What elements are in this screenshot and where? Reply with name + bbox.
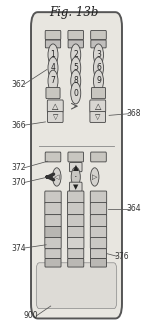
- Text: 364: 364: [127, 204, 141, 213]
- Text: △: △: [52, 102, 59, 111]
- Text: 6: 6: [96, 63, 101, 72]
- Circle shape: [90, 168, 99, 186]
- FancyBboxPatch shape: [68, 203, 84, 215]
- Text: ▽: ▽: [95, 114, 100, 120]
- Circle shape: [71, 82, 81, 104]
- Text: 362: 362: [12, 80, 26, 89]
- Text: 3: 3: [96, 50, 101, 59]
- FancyBboxPatch shape: [45, 249, 61, 259]
- Text: 376: 376: [115, 252, 129, 261]
- Circle shape: [93, 44, 103, 65]
- FancyBboxPatch shape: [90, 203, 107, 215]
- FancyBboxPatch shape: [90, 238, 107, 249]
- FancyBboxPatch shape: [47, 112, 63, 122]
- Text: ·: ·: [74, 172, 78, 182]
- FancyBboxPatch shape: [68, 226, 84, 238]
- FancyBboxPatch shape: [91, 40, 106, 48]
- FancyBboxPatch shape: [45, 238, 61, 249]
- FancyBboxPatch shape: [45, 40, 61, 48]
- Text: 4: 4: [50, 63, 55, 72]
- Text: ▷: ▷: [92, 174, 97, 180]
- FancyBboxPatch shape: [36, 263, 117, 309]
- Text: 9: 9: [96, 76, 101, 86]
- FancyBboxPatch shape: [45, 191, 61, 203]
- Circle shape: [71, 167, 80, 187]
- FancyBboxPatch shape: [68, 152, 84, 162]
- Circle shape: [93, 70, 103, 92]
- FancyBboxPatch shape: [46, 88, 60, 99]
- Text: 7: 7: [50, 76, 55, 86]
- Circle shape: [71, 57, 81, 79]
- FancyBboxPatch shape: [31, 12, 122, 318]
- Text: ▽: ▽: [53, 114, 58, 120]
- Text: 366: 366: [12, 121, 26, 130]
- Circle shape: [48, 44, 58, 65]
- FancyBboxPatch shape: [90, 259, 106, 267]
- FancyBboxPatch shape: [68, 259, 84, 267]
- Text: 0: 0: [73, 89, 78, 98]
- FancyBboxPatch shape: [68, 31, 84, 40]
- FancyBboxPatch shape: [68, 249, 84, 259]
- FancyBboxPatch shape: [68, 215, 84, 227]
- FancyBboxPatch shape: [69, 182, 82, 191]
- Circle shape: [93, 57, 103, 79]
- Text: 2: 2: [73, 50, 78, 59]
- FancyBboxPatch shape: [90, 226, 107, 238]
- FancyBboxPatch shape: [90, 112, 106, 122]
- Text: 900: 900: [24, 311, 38, 320]
- Text: ▼: ▼: [73, 184, 78, 190]
- FancyBboxPatch shape: [68, 238, 84, 249]
- FancyBboxPatch shape: [90, 100, 106, 113]
- FancyBboxPatch shape: [45, 31, 61, 40]
- Text: 370: 370: [12, 178, 26, 187]
- FancyBboxPatch shape: [90, 249, 106, 259]
- FancyBboxPatch shape: [91, 88, 106, 99]
- Circle shape: [48, 70, 58, 92]
- FancyBboxPatch shape: [47, 100, 63, 113]
- FancyBboxPatch shape: [45, 215, 61, 227]
- FancyBboxPatch shape: [69, 163, 82, 172]
- Text: △: △: [94, 102, 101, 111]
- Text: 372: 372: [12, 163, 26, 172]
- Circle shape: [52, 168, 61, 186]
- FancyBboxPatch shape: [45, 226, 61, 238]
- Circle shape: [48, 57, 58, 79]
- Text: 374: 374: [12, 243, 26, 253]
- Text: Fig. 13b: Fig. 13b: [49, 6, 98, 19]
- Text: 8: 8: [73, 76, 78, 86]
- Circle shape: [71, 70, 81, 92]
- FancyBboxPatch shape: [45, 203, 61, 215]
- FancyBboxPatch shape: [45, 259, 61, 267]
- Text: ◁: ◁: [54, 174, 60, 180]
- FancyBboxPatch shape: [68, 40, 83, 48]
- FancyBboxPatch shape: [68, 191, 84, 203]
- FancyBboxPatch shape: [45, 152, 61, 162]
- FancyBboxPatch shape: [91, 152, 106, 162]
- FancyBboxPatch shape: [90, 191, 107, 203]
- FancyBboxPatch shape: [91, 31, 106, 40]
- Text: 1: 1: [51, 50, 55, 59]
- Text: 368: 368: [127, 109, 141, 118]
- FancyBboxPatch shape: [90, 215, 107, 227]
- Text: ▲: ▲: [73, 163, 79, 172]
- Circle shape: [71, 44, 81, 65]
- Text: 5: 5: [73, 63, 78, 72]
